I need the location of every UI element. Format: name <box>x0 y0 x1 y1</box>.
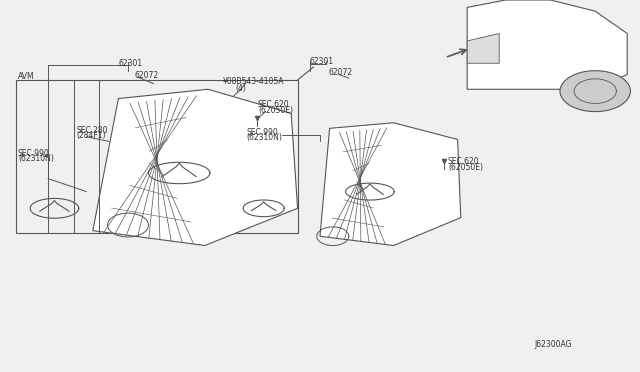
Text: ¥08B543-4105A: ¥08B543-4105A <box>223 77 284 86</box>
Polygon shape <box>467 0 627 89</box>
Bar <box>16 80 298 232</box>
Text: J62300AG: J62300AG <box>534 340 572 349</box>
Text: (4): (4) <box>236 84 246 93</box>
Polygon shape <box>320 123 461 246</box>
Polygon shape <box>467 33 499 63</box>
Text: SEC.620: SEC.620 <box>448 157 479 166</box>
Text: AVM: AVM <box>18 72 35 81</box>
Text: (62050E): (62050E) <box>448 163 483 172</box>
Polygon shape <box>560 71 630 112</box>
Text: 62301: 62301 <box>309 57 333 66</box>
Text: 62072: 62072 <box>134 71 159 80</box>
Text: (62310N): (62310N) <box>246 133 282 142</box>
Text: (62310N): (62310N) <box>18 154 54 163</box>
Polygon shape <box>93 89 298 246</box>
Text: (62050E): (62050E) <box>258 106 293 115</box>
Text: SEC.620: SEC.620 <box>258 100 289 109</box>
Text: 62072: 62072 <box>328 68 353 77</box>
Text: (284F1): (284F1) <box>77 131 106 140</box>
Text: SEC.280: SEC.280 <box>77 126 108 135</box>
Text: SEC.990: SEC.990 <box>18 149 50 158</box>
Text: 62301: 62301 <box>118 59 143 68</box>
Text: SEC.990: SEC.990 <box>246 128 278 137</box>
